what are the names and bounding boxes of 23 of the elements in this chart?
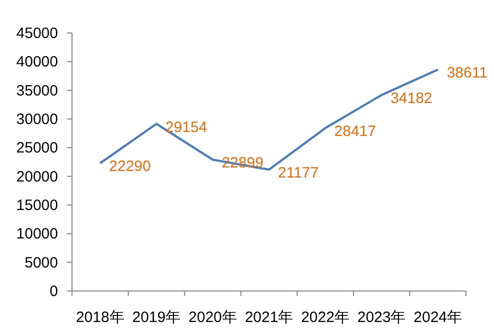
data-label: 21177 xyxy=(278,164,319,182)
y-tick-label: 30000 xyxy=(16,111,58,128)
y-tick-label: 5000 xyxy=(24,254,58,272)
data-label: 34182 xyxy=(390,90,432,108)
data-label: 28417 xyxy=(334,123,376,140)
data-label: 22290 xyxy=(109,158,151,176)
y-tick-label: 25000 xyxy=(16,140,58,157)
y-tick-label: 20000 xyxy=(16,168,58,186)
y-tick-label: 0 xyxy=(50,283,58,300)
x-tick-label: 2019年 xyxy=(132,309,181,326)
x-tick-label: 2021年 xyxy=(244,309,294,326)
data-label: 29154 xyxy=(165,118,208,136)
data-label: 38611 xyxy=(446,64,488,82)
y-tick-label: 10000 xyxy=(16,226,58,243)
y-tick-label: 45000 xyxy=(16,25,58,42)
y-tick-label: 40000 xyxy=(16,54,58,71)
y-tick-label: 15000 xyxy=(16,197,58,214)
x-tick-label: 2023年 xyxy=(357,309,406,326)
x-tick-label: 2024年 xyxy=(414,309,462,326)
y-tick-label: 35000 xyxy=(16,82,58,100)
x-tick-label: 2022年 xyxy=(301,309,350,326)
x-tick-label: 2018年 xyxy=(76,309,124,326)
x-tick-label: 2020年 xyxy=(188,309,237,326)
